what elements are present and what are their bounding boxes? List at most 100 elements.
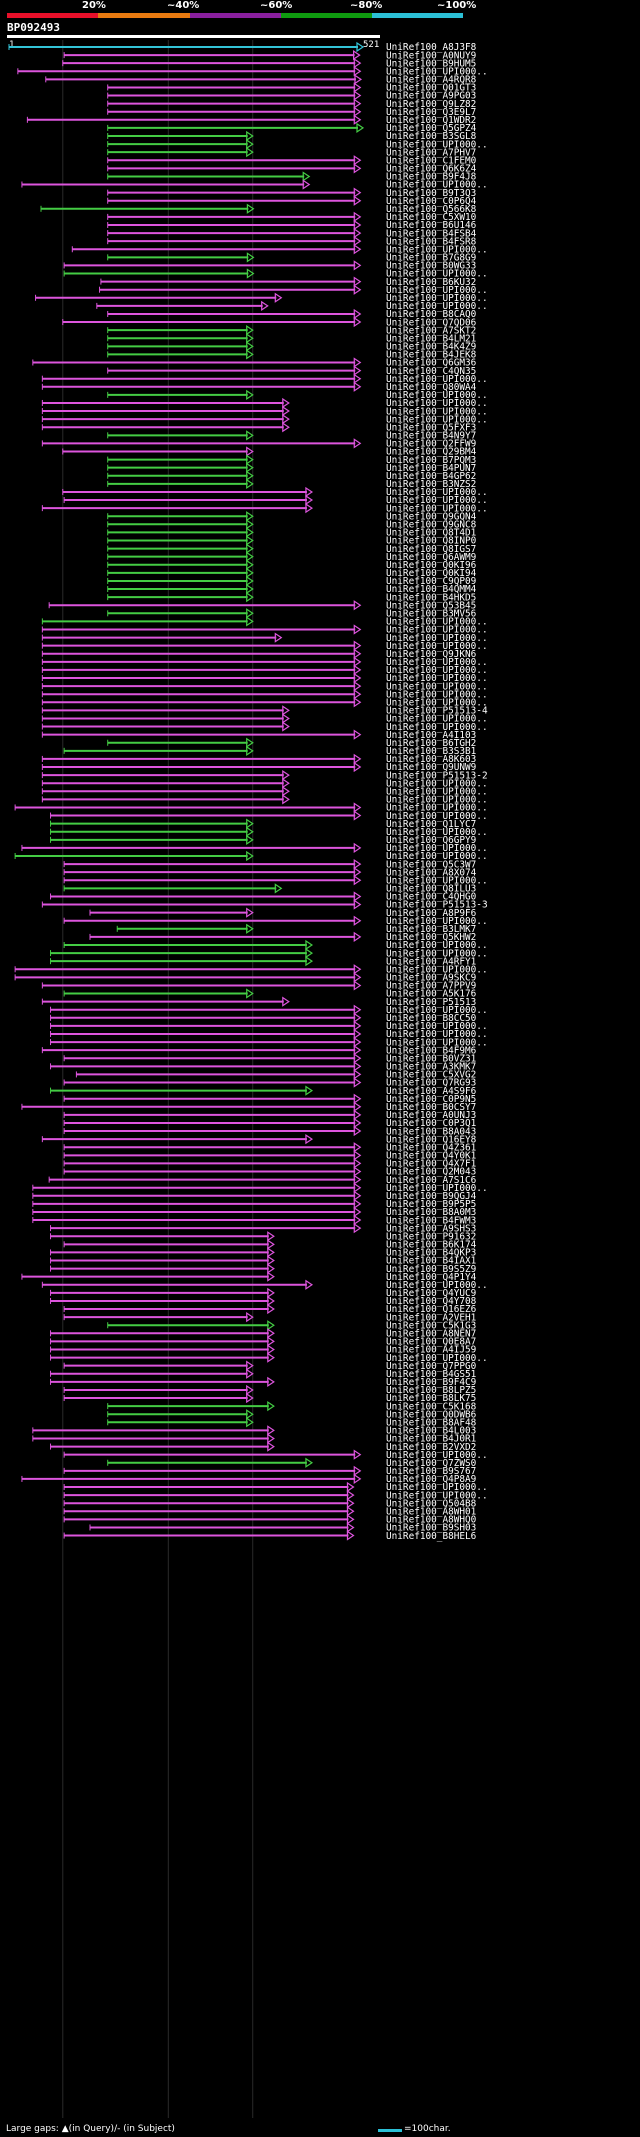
hit-label[interactable]: UniRef100_B4PUN7 (386, 463, 476, 474)
hit-label[interactable]: UniRef100_Q8T4D1 (386, 528, 477, 539)
hit-label[interactable]: UniRef100_B9SH03 (386, 1523, 476, 1534)
hit-label[interactable]: UniRef100_Q0DWB6 (386, 1409, 477, 1420)
hit-label[interactable]: UniRef100_B0WG33 (386, 261, 476, 272)
hit-label[interactable]: UniRef100_Q5KHW2 (386, 932, 476, 943)
hit-label[interactable]: UniRef100_P51513-4 (386, 706, 488, 717)
hit-label[interactable]: UniRef100_Q6AWM9 (386, 552, 477, 563)
hit-label[interactable]: UniRef100_B8AF48 (386, 1418, 477, 1429)
hit-label[interactable]: UniRef100_UPI000.. (386, 851, 488, 862)
hit-label[interactable]: UniRef100_B9P5P5 (386, 1199, 476, 1210)
hit-label[interactable]: UniRef100_B8LK75 (386, 1393, 476, 1404)
hit-label[interactable]: UniRef100_Q2FFW9 (386, 439, 477, 450)
hit-label[interactable]: UniRef100_C0P6Q4 (386, 196, 477, 207)
hit-label[interactable]: UniRef100_C0P9N5 (386, 1094, 476, 1105)
hit-label[interactable]: UniRef100_Q2M043 (386, 1167, 476, 1178)
hit-label[interactable]: UniRef100_B8HEL6 (386, 1531, 477, 1542)
hit-label[interactable]: UniRef100_B4LM21 (386, 333, 477, 344)
hit-label[interactable]: UniRef100_UPI000.. (386, 681, 488, 692)
hit-label[interactable]: UniRef100_UPI000.. (386, 778, 488, 789)
hit-label[interactable]: UniRef100_UPI000.. (386, 301, 488, 312)
hit-label[interactable]: UniRef100_B4K4Z9 (386, 342, 477, 353)
hit-label[interactable]: UniRef100_Q4Z361 (386, 1142, 477, 1153)
hit-label[interactable]: UniRef100_Q566K8 (386, 204, 477, 215)
hit-label[interactable]: UniRef100_A7PPV9 (386, 981, 477, 992)
hit-label[interactable]: UniRef100_B8CAQ0 (386, 309, 477, 320)
hit-label[interactable]: UniRef100_A7S1C6 (386, 1175, 477, 1186)
hit-label[interactable]: UniRef100_UPI000.. (386, 714, 488, 725)
hit-label[interactable]: UniRef100_Q8INP0 (386, 536, 477, 547)
hit-label[interactable]: UniRef100_B3SGL8 (386, 131, 477, 142)
hit-label[interactable]: UniRef100_A9SHS3 (386, 1223, 476, 1234)
hit-label[interactable]: UniRef100_Q5GPZ4 (386, 123, 477, 134)
hit-label[interactable]: UniRef100_P51513 (386, 997, 476, 1008)
hit-label[interactable]: UniRef100_B4FSB4 (386, 228, 477, 239)
hit-label[interactable]: UniRef100_Q29BM4 (386, 447, 477, 458)
hit-label[interactable]: UniRef100_Q0E8A7 (386, 1337, 476, 1348)
hit-label[interactable]: UniRef100_A8WH01 (386, 1506, 477, 1517)
hit-label[interactable]: UniRef100_Q16EZ6 (386, 1304, 477, 1315)
hit-label[interactable]: UniRef100_Q4P1Y4 (386, 1272, 477, 1283)
hit-label[interactable]: UniRef100_B3NZS2 (386, 479, 476, 490)
hit-label[interactable]: UniRef100_UPI000.. (386, 285, 488, 296)
hit-label[interactable]: UniRef100_B8A043 (386, 1126, 476, 1137)
hit-label[interactable]: UniRef100_B6KU32 (386, 277, 476, 288)
hit-label[interactable]: UniRef100_P51513-2 (386, 770, 488, 781)
hit-label[interactable]: UniRef100_UPI000.. (386, 139, 488, 150)
hit-label[interactable]: UniRef100_C4QN35 (386, 366, 476, 377)
hit-label[interactable]: UniRef100_Q9LZ82 (386, 99, 476, 110)
hit-label[interactable]: UniRef100_UPI000.. (386, 1490, 488, 1501)
hit-label[interactable]: UniRef100_UPI000.. (386, 803, 488, 814)
hit-label[interactable]: UniRef100_Q4Y0K1 (386, 1151, 477, 1162)
hit-label[interactable]: UniRef100_C0P3Q1 (386, 1118, 477, 1129)
hit-label[interactable]: UniRef100_B7PQM3 (386, 455, 476, 466)
hit-label[interactable]: UniRef100_B4F9M6 (386, 1045, 477, 1056)
hit-label[interactable]: UniRef100_B9F4J8 (386, 172, 477, 183)
hit-label[interactable]: UniRef100_A8X074 (386, 867, 477, 878)
hit-label[interactable]: UniRef100_Q4X7F1 (386, 1159, 477, 1170)
hit-label[interactable]: UniRef100_B4FSR8 (386, 236, 477, 247)
hit-label[interactable]: UniRef100_UPI000.. (386, 811, 488, 822)
hit-label[interactable]: UniRef100_Q5FXF3 (386, 422, 476, 433)
hit-label[interactable]: UniRef100_B9T3Q3 (386, 188, 476, 199)
hit-label[interactable]: UniRef100_UPI000.. (386, 414, 488, 425)
hit-label[interactable]: UniRef100_C9QP09 (386, 576, 477, 587)
hit-label[interactable]: UniRef100_Q504B8 (386, 1498, 477, 1509)
hit-label[interactable]: UniRef100_C4QHG0 (386, 892, 477, 903)
hit-label[interactable]: UniRef100_UPI000.. (386, 1005, 488, 1016)
hit-label[interactable]: UniRef100_Q9UNW9 (386, 762, 477, 773)
hit-label[interactable]: UniRef100_A0NUY9 (386, 50, 477, 61)
hit-label[interactable]: UniRef100_B0VZ31 (386, 1053, 477, 1064)
hit-label[interactable]: UniRef100_UPI000.. (386, 1482, 488, 1493)
hit-label[interactable]: UniRef100_A4RQR8 (386, 75, 477, 86)
hit-label[interactable]: UniRef100_UPI000.. (386, 244, 488, 255)
hit-label[interactable]: UniRef100_Q4P8A9 (386, 1474, 477, 1485)
hit-label[interactable]: UniRef100_UPI000.. (386, 697, 488, 708)
hit-label[interactable]: UniRef100_UPI000.. (386, 1280, 488, 1291)
hit-label[interactable]: UniRef100_Q8ILU3 (386, 884, 476, 895)
hit-label[interactable]: UniRef100_UPI000.. (386, 657, 488, 668)
hit-label[interactable]: UniRef100_Q6GPY9 (386, 835, 477, 846)
hit-label[interactable]: UniRef100_P91632 (386, 1231, 476, 1242)
hit-label[interactable]: UniRef100_A7SKT2 (386, 325, 476, 336)
hit-label[interactable]: UniRef100_A9SKC9 (386, 973, 477, 984)
hit-label[interactable]: UniRef100_A8J3F8 (386, 42, 477, 53)
hit-label[interactable]: UniRef100_UPI000.. (386, 1183, 488, 1194)
hit-label[interactable]: UniRef100_B4FWM3 (386, 1215, 476, 1226)
hit-label[interactable]: UniRef100_UPI000.. (386, 293, 488, 304)
hit-label[interactable]: UniRef100_B4J0R1 (386, 1434, 477, 1445)
hit-label[interactable]: UniRef100_UPI000.. (386, 495, 488, 506)
hit-label[interactable]: UniRef100_UPI000.. (386, 374, 488, 385)
hit-label[interactable]: UniRef100_B8A0M3 (386, 1207, 476, 1218)
hit-label[interactable]: UniRef100_UPI000.. (386, 406, 488, 417)
hit-label[interactable]: UniRef100_UPI000.. (386, 1353, 488, 1364)
hit-label[interactable]: UniRef100_Q9GNC8 (386, 520, 477, 531)
hit-label[interactable]: UniRef100_UPI000.. (386, 786, 488, 797)
hit-label[interactable]: UniRef100_UPI000.. (386, 617, 488, 628)
hit-label[interactable]: UniRef100_P51513-3 (386, 900, 488, 911)
hit-label[interactable]: UniRef100_UPI000.. (386, 1037, 488, 1048)
hit-label[interactable]: UniRef100_UPI000.. (386, 66, 488, 77)
hit-label[interactable]: UniRef100_UPI000.. (386, 625, 488, 636)
hit-label[interactable]: UniRef100_UPI000.. (386, 390, 488, 401)
hit-label[interactable]: UniRef100_B4HKD5 (386, 592, 476, 603)
hit-label[interactable]: UniRef100_Q80WA4 (386, 382, 477, 393)
